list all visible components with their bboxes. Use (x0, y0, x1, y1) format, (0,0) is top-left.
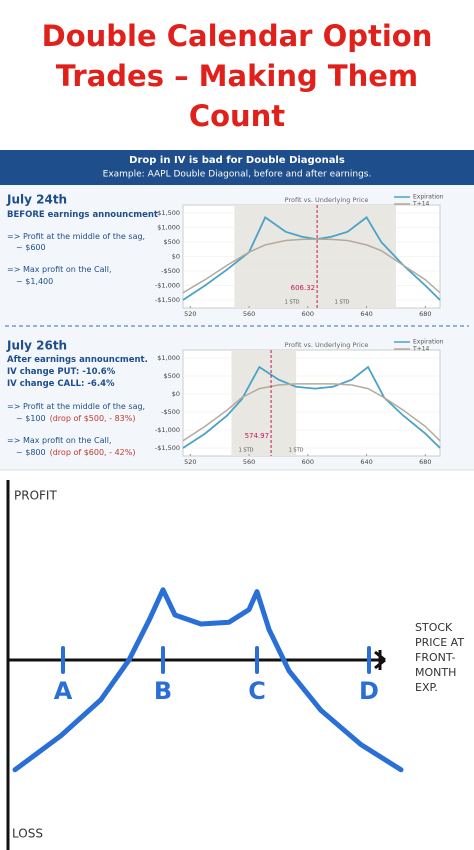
profit-curve (12, 587, 404, 773)
shaded-range (231, 350, 297, 456)
panel-line: => Profit at the middle of the sag, (7, 232, 145, 241)
x-tick-label: 680 (419, 458, 431, 466)
x-tick-label: D (359, 677, 379, 705)
panel-text: IV change PUT: -10.6% (7, 367, 116, 377)
x-label: MONTH (415, 666, 456, 679)
panel-text: ~ $1,400 (16, 277, 53, 286)
series-line (182, 238, 441, 294)
legend-label: T+14 (412, 201, 430, 208)
x-tick-label: 520 (184, 458, 196, 466)
y-tick-label: -$500 (161, 408, 180, 416)
chart-title: Profit vs. Underlying Price (285, 196, 369, 204)
y-label-top: PROFIT (14, 489, 57, 503)
x-tick-label: 640 (360, 458, 372, 466)
std-label: 1 STD (285, 300, 300, 306)
x-tick-label: 600 (302, 458, 314, 466)
x-label: STOCK (415, 621, 453, 634)
panel-text: => Profit at the middle of the sag, (7, 232, 145, 241)
y-tick-label: $500 (163, 372, 180, 380)
panel-line: => Max profit on the Call, (7, 265, 112, 274)
panel-text: => Profit at the middle of the sag, (7, 402, 145, 411)
chart-title: Profit vs. Underlying Price (285, 341, 369, 349)
panel-line: After earnings announcment. (7, 355, 148, 365)
series-line (182, 383, 441, 442)
x-tick-label: 600 (302, 310, 314, 318)
banner (0, 150, 474, 185)
panel-line: => Profit at the middle of the sag, (7, 402, 145, 411)
panel-line: ~ $100 (drop of $500, - 83%) (16, 414, 135, 423)
marker-label: 574.97 (245, 432, 270, 440)
panel-line: IV change PUT: -10.6% (7, 367, 116, 377)
y-tick-label: $500 (163, 238, 180, 246)
panel-line: => Max profit on the Call, (7, 436, 112, 445)
panel-date: July 26th (6, 339, 67, 353)
banner-subtitle: Example: AAPL Double Diagonal, before an… (103, 170, 372, 180)
panel-text: ~ $100 (16, 414, 46, 423)
x-axis (8, 650, 386, 670)
panel-line: ~ $800 (drop of $600, - 42%) (16, 448, 135, 457)
y-tick-label: $0 (172, 390, 180, 398)
y-tick-label: -$1,500 (155, 444, 180, 452)
panel-line: ~ $600 (16, 243, 46, 252)
plot-background (182, 349, 441, 457)
x-tick-label: 520 (184, 310, 196, 318)
marker-label: 606.32 (291, 284, 316, 292)
y-tick-label: $0 (172, 253, 180, 261)
legend-label: T+14 (412, 346, 430, 353)
page-title: Trades – Making Them (56, 59, 418, 93)
page-title: Count (189, 99, 285, 133)
panel-note: (drop of $500, - 83%) (50, 414, 136, 423)
x-tick-label: 680 (419, 310, 431, 318)
y-tick-label: -$500 (161, 267, 180, 275)
x-tick-label: C (248, 677, 266, 705)
std-label: 1 STD (289, 448, 304, 454)
y-tick-label: -$1,000 (155, 282, 180, 290)
x-tick-label: B (154, 677, 172, 705)
x-label: FRONT- (415, 651, 456, 664)
y-tick-label: -$1,500 (155, 296, 180, 304)
x-label: PRICE AT (415, 636, 464, 649)
page-title: Double Calendar Option (42, 19, 433, 53)
banner-title: Drop in IV is bad for Double Diagonals (129, 155, 345, 166)
panel-date: July 24th (6, 193, 67, 207)
std-label: 1 STD (335, 300, 350, 306)
panel-text: ~ $800 (16, 448, 46, 457)
x-tick-label: 560 (243, 310, 255, 318)
x-label: EXP. (415, 681, 438, 694)
legend-label: Expiration (413, 339, 444, 346)
panel-text: BEFORE earnings announcment (7, 210, 158, 220)
y-tick-label: $1,500 (157, 209, 180, 217)
y-tick-label: $1,000 (157, 224, 180, 232)
x-tick-label: 560 (243, 458, 255, 466)
y-tick-label: $1,000 (157, 354, 180, 362)
panel-text: ~ $600 (16, 243, 46, 252)
y-tick-label: -$1,000 (155, 426, 180, 434)
panel-line: BEFORE earnings announcment (7, 210, 158, 220)
panel-line: ~ $1,400 (16, 277, 53, 286)
panel-text: IV change CALL: -6.4% (7, 379, 115, 389)
x-tick-label: 640 (360, 310, 372, 318)
panel-text: => Max profit on the Call, (7, 436, 112, 445)
legend-label: Expiration (413, 194, 444, 201)
std-label: 1 STD (239, 448, 254, 454)
panel-line: IV change CALL: -6.4% (7, 379, 115, 389)
panel-text: After earnings announcment. (7, 355, 148, 365)
panel-text: => Max profit on the Call, (7, 265, 112, 274)
series-line (182, 365, 441, 449)
x-tick-label: A (54, 677, 73, 705)
panel-note: (drop of $600, - 42%) (50, 448, 136, 457)
y-label-bottom: LOSS (12, 827, 43, 841)
